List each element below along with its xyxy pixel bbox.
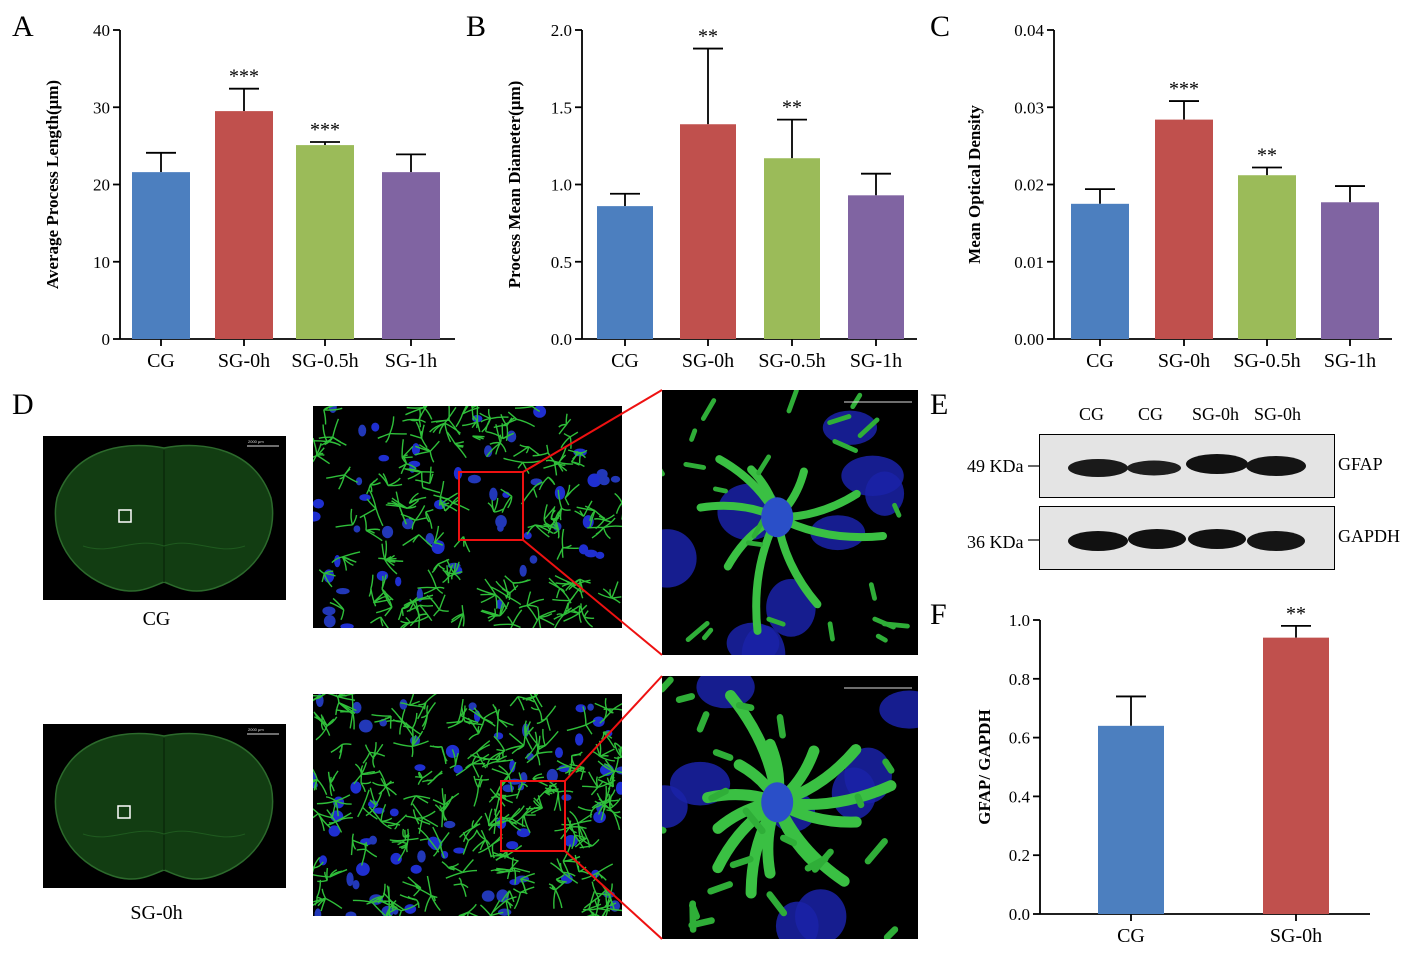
panel-label-e: E [930, 388, 949, 421]
bar [1155, 119, 1213, 339]
wb-membrane-gapdh [1039, 506, 1335, 570]
bar [215, 111, 273, 339]
chart-panel-a: 0 10 20 30 40 Average Process Length(μm) CG SG-… [43, 21, 455, 372]
brain-section-cg: 2000 μm [43, 436, 286, 600]
y-tick-label: 2.0 [551, 21, 572, 40]
y-tick-label: 1.0 [1009, 611, 1030, 630]
chart-panel-f: 0.0 0.2 0.4 0.6 0.8 1.0 GFAP/ GAPDH CG SG-0h ** [975, 603, 1370, 947]
panel-label-d: D [12, 388, 34, 421]
wb-marker-gapdh: 36 KDa [967, 532, 1024, 552]
panel-label-c: C [930, 10, 951, 43]
bar [597, 206, 653, 339]
significance-label: ** [782, 97, 802, 119]
y-tick-label: 10 [93, 253, 110, 272]
y-tick-label: 20 [93, 176, 110, 195]
bar [1321, 202, 1379, 339]
significance-label: *** [229, 66, 259, 88]
wb-lane-3: SG-0h [1192, 404, 1240, 424]
significance-label: ** [1286, 603, 1306, 625]
zoom-astrocyte-sg-0h [662, 676, 918, 939]
y-tick-label: 0.02 [1014, 176, 1044, 195]
row-label-cg: CG [142, 608, 171, 630]
panel-label-f: F [930, 598, 947, 631]
bar [1071, 203, 1129, 339]
bar [296, 145, 354, 339]
x-tick-label: CG [1117, 925, 1145, 947]
y-tick-label: 1.0 [551, 176, 572, 195]
y-tick-label: 40 [93, 21, 110, 40]
x-tick-label: SG-1h [1324, 350, 1376, 372]
significance-label: ** [1257, 145, 1277, 167]
zoom-astrocyte-cg [662, 390, 918, 655]
bar [382, 172, 440, 339]
y-tick-label: 1.5 [551, 98, 572, 117]
wb-band-gfap: GFAP [1338, 454, 1383, 474]
roi-box-sg-0h [500, 780, 566, 852]
y-tick-label: 0 [102, 330, 111, 349]
y-tick-label: 0.04 [1014, 21, 1044, 40]
wb-band-gapdh: GAPDH [1338, 526, 1401, 546]
confocal-field-sg-0h [313, 694, 622, 916]
bar [848, 195, 904, 339]
panel-label-a: A [12, 10, 34, 43]
x-tick-label: SG-0.5h [291, 350, 358, 372]
wb-marker-gfap: 49 KDa [967, 456, 1024, 476]
y-axis-label: Process Mean Diameter(μm) [505, 81, 524, 289]
bar [680, 124, 736, 340]
y-axis-label: Mean Optical Density [965, 105, 984, 264]
roi-box-cg [458, 471, 524, 541]
bar [132, 172, 190, 339]
x-tick-label: SG-0h [218, 350, 270, 372]
chart-panel-b: 0.0 0.5 1.0 1.5 2.0 Process Mean Diameter(μm)… [505, 21, 917, 372]
x-tick-label: CG [1086, 350, 1114, 372]
y-tick-label: 0.6 [1009, 729, 1030, 748]
y-tick-label: 0.4 [1009, 787, 1031, 806]
significance-label: ** [698, 26, 718, 48]
y-tick-label: 0.01 [1014, 253, 1044, 272]
y-tick-label: 30 [93, 98, 110, 117]
x-tick-label: SG-0h [1158, 350, 1210, 372]
y-tick-label: 0.03 [1014, 98, 1044, 117]
wb-lane-2: CG [1138, 404, 1164, 424]
significance-label: *** [310, 119, 340, 141]
row-label-sg-0h: SG-0h [130, 902, 183, 924]
y-tick-label: 0.2 [1009, 846, 1030, 865]
brain-scale-label-cg: 2000 μm [248, 439, 264, 444]
x-tick-label: SG-0h [682, 350, 734, 372]
bar [1098, 725, 1164, 914]
significance-label: *** [1169, 78, 1199, 100]
wb-lane-4: SG-0h [1254, 404, 1302, 424]
wb-membrane-gfap [1039, 434, 1335, 498]
y-tick-label: 0.00 [1014, 330, 1044, 349]
y-axis-label: Average Process Length(μm) [43, 80, 62, 289]
x-tick-label: SG-1h [850, 350, 902, 372]
x-tick-label: SG-1h [385, 350, 437, 372]
wb-lane-1: CG [1079, 404, 1105, 424]
brain-section-sg-0h: 2000 μm [43, 724, 286, 888]
y-tick-label: 0.0 [551, 330, 572, 349]
y-tick-label: 0.5 [551, 253, 572, 272]
y-tick-label: 0.0 [1009, 905, 1030, 924]
x-tick-label: CG [611, 350, 639, 372]
x-tick-label: SG-0.5h [758, 350, 825, 372]
brain-scale-label-sg-0h: 2000 μm [248, 727, 264, 732]
chart-panel-c: 0.00 0.01 0.02 0.03 0.04 Mean Optical Density… [965, 21, 1392, 372]
bar [1263, 637, 1329, 914]
x-tick-label: CG [147, 350, 175, 372]
x-tick-label: SG-0h [1270, 925, 1322, 947]
bar [764, 158, 820, 339]
y-axis-label: GFAP/ GAPDH [975, 709, 994, 824]
y-tick-label: 0.8 [1009, 670, 1030, 689]
x-tick-label: SG-0.5h [1233, 350, 1300, 372]
panel-label-b: B [466, 10, 487, 43]
bar [1238, 175, 1296, 339]
